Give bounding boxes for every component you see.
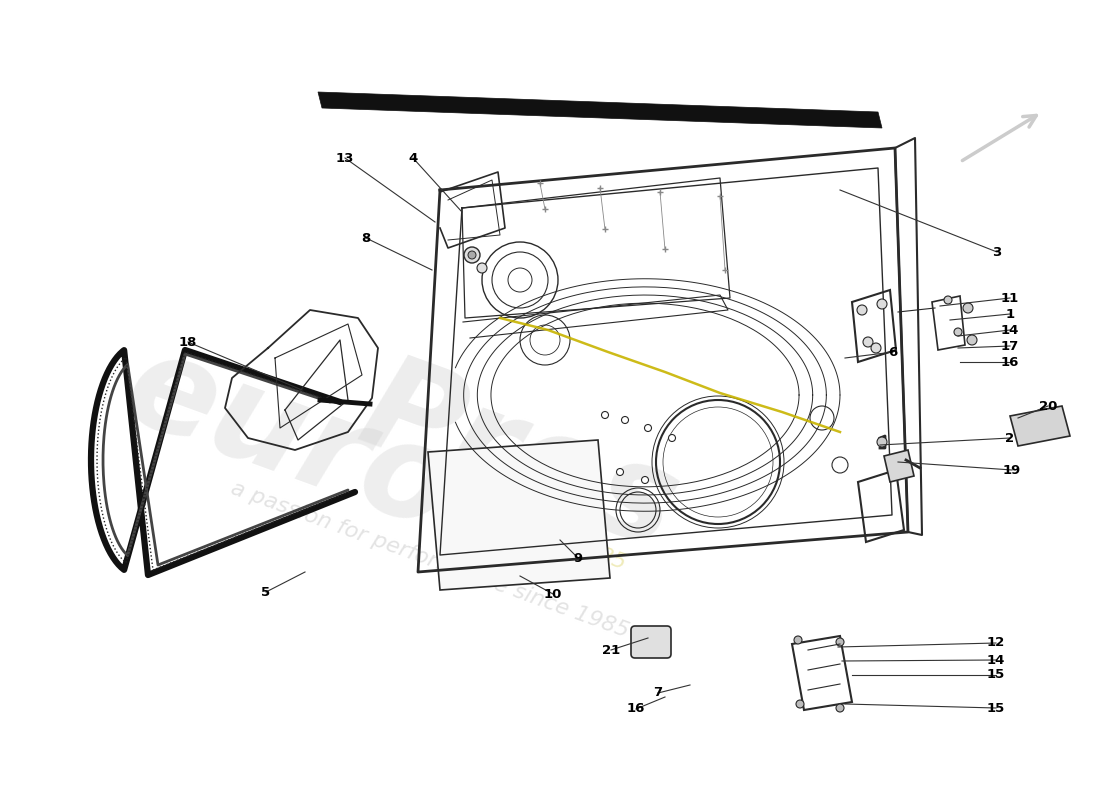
Text: 20: 20 — [1038, 399, 1057, 413]
Circle shape — [794, 636, 802, 644]
Circle shape — [836, 704, 844, 712]
Circle shape — [621, 417, 628, 423]
Circle shape — [464, 247, 480, 263]
Circle shape — [967, 335, 977, 345]
Text: 15: 15 — [987, 702, 1005, 714]
Text: 4: 4 — [408, 151, 418, 165]
Circle shape — [836, 638, 844, 646]
Text: 21: 21 — [602, 643, 620, 657]
Text: 16: 16 — [1001, 355, 1020, 369]
Circle shape — [877, 437, 887, 447]
Text: 9: 9 — [573, 551, 583, 565]
Circle shape — [962, 303, 974, 313]
Circle shape — [944, 296, 952, 304]
Text: 1985: 1985 — [570, 536, 630, 574]
Polygon shape — [428, 440, 611, 590]
Text: a passion for performance since 1985: a passion for performance since 1985 — [228, 478, 631, 642]
Text: 19: 19 — [1003, 463, 1021, 477]
Text: 8: 8 — [362, 231, 371, 245]
Text: 15: 15 — [987, 669, 1005, 682]
Circle shape — [796, 700, 804, 708]
Circle shape — [468, 251, 476, 259]
Text: 10: 10 — [543, 587, 562, 601]
Polygon shape — [318, 92, 882, 128]
Text: 3: 3 — [992, 246, 1002, 258]
Text: euro: euro — [109, 322, 471, 558]
Circle shape — [857, 305, 867, 315]
Polygon shape — [1010, 406, 1070, 446]
Circle shape — [864, 337, 873, 347]
Polygon shape — [884, 450, 914, 482]
Text: Pres: Pres — [345, 345, 695, 575]
Circle shape — [877, 299, 887, 309]
Circle shape — [645, 425, 651, 431]
Circle shape — [669, 434, 675, 442]
Text: 5: 5 — [262, 586, 271, 598]
Text: 11: 11 — [1001, 291, 1019, 305]
Text: 16: 16 — [627, 702, 646, 715]
Text: 14: 14 — [987, 654, 1005, 666]
Text: 18: 18 — [179, 335, 197, 349]
Circle shape — [477, 263, 487, 273]
Text: 2: 2 — [1005, 431, 1014, 445]
FancyBboxPatch shape — [631, 626, 671, 658]
Text: 1: 1 — [1005, 307, 1014, 321]
Circle shape — [954, 328, 962, 336]
Circle shape — [871, 343, 881, 353]
Circle shape — [602, 411, 608, 418]
Text: 7: 7 — [653, 686, 662, 699]
Circle shape — [616, 469, 624, 475]
Text: 14: 14 — [1001, 323, 1020, 337]
Circle shape — [641, 477, 649, 483]
Text: 6: 6 — [889, 346, 898, 358]
Text: 13: 13 — [336, 151, 354, 165]
Text: 12: 12 — [987, 637, 1005, 650]
Text: 17: 17 — [1001, 339, 1019, 353]
